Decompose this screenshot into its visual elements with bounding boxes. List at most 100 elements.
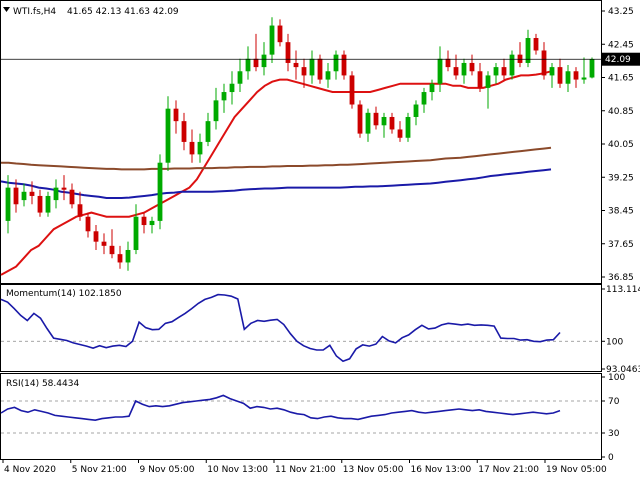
rsi-title: RSI(14) 58.4434	[6, 379, 79, 389]
time-tick-label: 17 Nov 21:00	[478, 465, 539, 475]
chart-header: WTI.fs,H4 41.65 42.13 41.63 42.09	[3, 7, 179, 17]
momentum-panel[interactable]: 113.1143 100 93.0463 Momentum(14) 102.1850	[0, 284, 640, 376]
rsi-level-lines	[1, 400, 601, 434]
time-tick-label: 11 Nov 21:00	[275, 465, 336, 475]
momentum-tick-label: 113.1143	[606, 285, 640, 295]
candle-body	[261, 54, 267, 68]
candle-body	[589, 59, 595, 78]
candle-body	[53, 187, 59, 201]
price-tick-label: 41.65	[608, 74, 634, 84]
candle-body	[229, 83, 235, 93]
candle-body	[357, 104, 363, 134]
candle-body	[429, 83, 435, 93]
symbol-label: WTI.fs,H4	[13, 7, 56, 17]
candle-body	[165, 108, 171, 163]
time-tick-label: 9 Nov 05:00	[140, 465, 195, 475]
price-panel-frame	[0, 0, 602, 284]
candle-body	[157, 162, 163, 221]
candle-body	[221, 92, 227, 101]
candle-body	[45, 195, 51, 213]
candle-body	[557, 67, 563, 84]
candle-body	[501, 67, 507, 76]
price-tick-label: 42.45	[608, 40, 634, 50]
candle-body	[525, 38, 531, 63]
candle-body	[565, 71, 571, 84]
candle-body	[269, 25, 275, 55]
candle-body	[253, 58, 259, 68]
candle-body	[573, 71, 579, 80]
price-tick-label: 43.25	[608, 7, 634, 17]
candle-body	[13, 187, 19, 205]
triangle-down-icon[interactable]	[3, 7, 10, 12]
candle-body	[277, 25, 283, 43]
rsi-tick-label: 30	[608, 429, 620, 439]
candle-body	[469, 62, 475, 72]
candle-body	[205, 121, 211, 142]
candle-body	[109, 245, 115, 255]
candle-body	[397, 129, 403, 138]
momentum-title: Momentum(14) 102.1850	[6, 289, 122, 299]
candle-body	[445, 58, 451, 68]
candle-body	[117, 254, 123, 263]
price-tick-label: 37.65	[608, 240, 634, 250]
price-tick-label: 36.85	[608, 273, 634, 283]
candle-body	[285, 42, 291, 63]
candle-body	[453, 67, 459, 76]
candle-body	[421, 92, 427, 105]
momentum-axis: 113.1143 100 93.0463	[601, 285, 640, 375]
candle-body	[485, 75, 491, 88]
time-tick-label: 13 Nov 05:00	[343, 465, 404, 475]
momentum-line	[0, 293, 561, 363]
candle-body	[61, 187, 67, 190]
time-tick-label: 5 Nov 21:00	[72, 465, 127, 475]
candle-body	[461, 62, 467, 76]
candle-body	[197, 141, 203, 155]
candle-body	[21, 191, 27, 201]
moving-average-line-2	[1, 146, 552, 171]
time-tick-label: 16 Nov 13:00	[411, 465, 472, 475]
rsi-axis: 100 70 30 0	[601, 373, 625, 463]
candle-body	[389, 116, 395, 130]
candle-body	[349, 75, 355, 105]
candle-body	[181, 121, 187, 142]
price-tick-label: 38.45	[608, 207, 634, 217]
price-tick-label: 39.25	[608, 173, 634, 183]
time-axis: 4 Nov 2020 5 Nov 21:00 9 Nov 05:00 10 Nov 1…	[2, 459, 607, 475]
candle-body	[213, 100, 219, 122]
candle-body	[317, 58, 323, 80]
candle-body	[237, 71, 243, 84]
candle-body	[93, 231, 99, 242]
moving-average-lines	[0, 70, 552, 276]
price-panel[interactable]: 43.25 42.45 41.65 40.85 40.05 39.25 38.45 37.65…	[0, 0, 640, 284]
candle-body	[293, 62, 299, 68]
candle-body	[517, 54, 523, 63]
candle-body	[133, 216, 139, 250]
candle-body	[125, 249, 131, 263]
candle-body	[533, 38, 539, 51]
candlesticks	[5, 17, 595, 271]
candle-body	[77, 204, 83, 217]
rsi-tick-label: 70	[608, 397, 620, 407]
moving-average-line-0	[0, 70, 552, 276]
rsi-panel[interactable]: 100 70 30 0 RSI(14) 58.4434	[0, 373, 626, 463]
candle-body	[373, 112, 379, 126]
candle-body	[69, 189, 75, 205]
candle-body	[541, 50, 547, 76]
candle-body	[549, 67, 555, 76]
ohlc-values: 41.65 42.13 41.63 42.09	[67, 7, 179, 17]
candle-body	[413, 104, 419, 117]
rsi-tick-label: 100	[608, 373, 625, 383]
candle-body	[333, 54, 339, 72]
candle-body	[509, 54, 515, 76]
candle-body	[477, 71, 483, 88]
candle-body	[341, 54, 347, 76]
candle-body	[149, 220, 155, 226]
rsi-panel-frame	[0, 373, 602, 460]
candle-body	[493, 67, 499, 76]
price-axis: 43.25 42.45 41.65 40.85 40.05 39.25 38.45 37.65…	[601, 7, 634, 283]
last-price-tag: 42.09	[602, 52, 640, 66]
candle-body	[189, 141, 195, 155]
time-tick-label: 4 Nov 2020	[4, 465, 56, 475]
momentum-panel-frame	[0, 284, 602, 372]
